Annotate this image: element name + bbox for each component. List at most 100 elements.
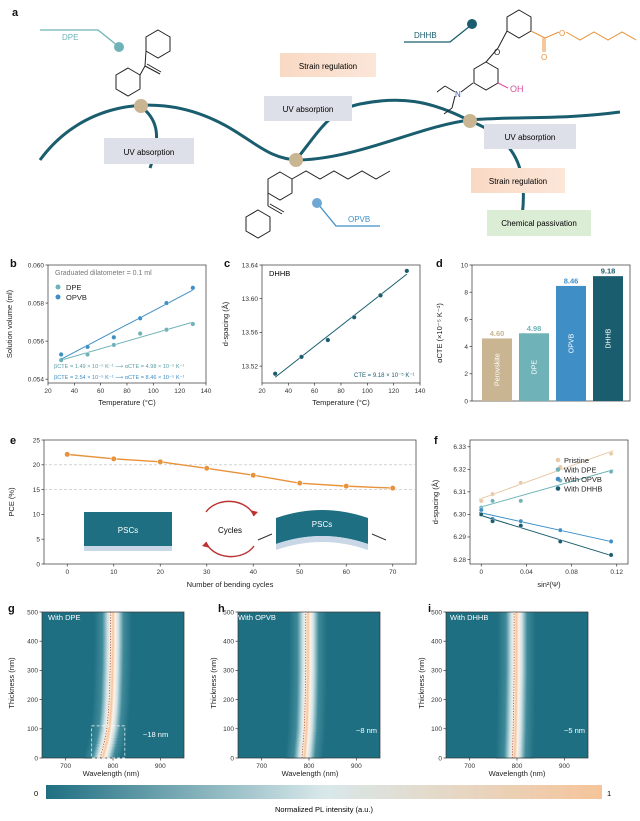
- heatmap-band-row: [288, 714, 326, 718]
- heatmap-band-row: [94, 620, 132, 625]
- x-tick-label: 50: [296, 569, 304, 576]
- panel-f-plot: [478, 450, 614, 558]
- heatmap-band-row: [496, 711, 535, 715]
- x-tick-label: 800: [304, 763, 315, 770]
- y-tick-label: 6.30: [453, 512, 466, 519]
- y-tick-label: 5: [36, 537, 40, 544]
- dpe-name: DPE: [62, 33, 78, 42]
- heatmap-band-row: [288, 702, 327, 706]
- y-tick-label: 500: [431, 609, 442, 616]
- y-tick-label: 100: [223, 726, 234, 733]
- heatmap-band-row: [90, 720, 129, 724]
- panel-g-ylabel: Thickness (nm): [7, 657, 16, 709]
- heatmap-band-row: [497, 638, 536, 642]
- node-opvb: [289, 153, 303, 167]
- heatmap-band-row: [289, 647, 327, 651]
- dhhb-ester: [530, 30, 637, 52]
- heatmap-band-row: [497, 676, 536, 680]
- inset-cycle-arrow-bottom: [205, 541, 255, 558]
- heatmap-band-row: [496, 746, 534, 750]
- heatmap-band-row: [497, 614, 536, 619]
- heatmap-band-row: [91, 717, 130, 721]
- y-tick-label: 10: [33, 512, 41, 519]
- y-tick-label: 400: [431, 639, 442, 646]
- heatmap-band-row: [92, 690, 131, 695]
- heatmap-band-row: [94, 641, 132, 645]
- heatmap-band-row: [94, 612, 132, 616]
- panel-b-note: Graduated dilatometer = 0.1 ml: [55, 270, 152, 277]
- panel-b-xticks: 20 40 60 80 100 120 140: [44, 383, 212, 395]
- heatmap-band-row: [497, 693, 536, 698]
- x-tick-label: 120: [174, 388, 185, 395]
- colorbar: 0 1 Normalized PL intensity (a.u.): [34, 785, 611, 814]
- point: [490, 518, 495, 524]
- box-uv-2-text: UV absorption: [283, 105, 334, 114]
- x-tick-label: 140: [415, 388, 426, 395]
- y-tick-label: 6.33: [453, 444, 466, 451]
- panel-b-yticks: 0.054 0.056 0.058 0.060: [28, 262, 48, 383]
- point-dhhb: [377, 292, 383, 298]
- inset-force-arrow-left: [257, 533, 273, 541]
- point: [608, 469, 614, 474]
- panel-e-frame: [43, 439, 417, 565]
- heatmap-band-row: [289, 655, 327, 660]
- panel-d-yticks: 0 2 4 6 8 10: [461, 262, 472, 405]
- point-opvb: [111, 334, 117, 340]
- x-tick-label: 40: [285, 388, 293, 395]
- panel-a: a DPE OPVB OH N O O O: [12, 7, 637, 239]
- heatmap-band-row: [93, 673, 132, 677]
- point: [557, 527, 563, 533]
- y-tick-label: 200: [223, 697, 234, 704]
- heatmap-band-row: [289, 673, 327, 677]
- heatmap-band-row: [286, 746, 325, 750]
- point-dpe: [190, 321, 196, 327]
- heatmap-band-row: [497, 635, 536, 639]
- inset-cycle-arrow-top: [205, 500, 255, 517]
- x-tick-label: 120: [388, 388, 399, 395]
- x-tick-label: 20: [157, 569, 165, 576]
- panel-e-xlabel: Number of bending cycles: [187, 580, 274, 589]
- point: [608, 539, 614, 544]
- heatmap-band-row: [289, 652, 327, 657]
- heatmap-band-row: [93, 679, 132, 683]
- peak-trace: [511, 612, 515, 759]
- y-tick-label: 6.29: [453, 534, 466, 541]
- point-opvb: [58, 351, 64, 357]
- colorbar-gradient: [46, 785, 602, 799]
- colorbar-min: 0: [34, 789, 38, 798]
- box-uv-1-text: UV absorption: [124, 148, 175, 157]
- panel-g-plot: [41, 611, 185, 759]
- box-passivation: [487, 210, 591, 236]
- peak-trace: [301, 612, 307, 759]
- dhhb-name: DHHB: [414, 31, 437, 40]
- point: [478, 498, 484, 504]
- point-opvb: [84, 344, 90, 350]
- y-tick-label: 0: [438, 755, 442, 762]
- heatmap-band-row: [289, 664, 327, 668]
- heatmap-band-row: [289, 649, 327, 654]
- panel-f-label: f: [434, 435, 438, 447]
- point-dhhb: [272, 371, 278, 377]
- legend-dpe: DPE: [66, 283, 81, 292]
- heatmap-band-row: [497, 673, 536, 677]
- heatmap-band-row: [496, 740, 535, 744]
- heatmap-band-row: [92, 705, 131, 709]
- box-uv-3-text: UV absorption: [505, 133, 556, 142]
- heatmap-band-row: [86, 746, 125, 750]
- heatmap-band-row: [93, 644, 132, 648]
- pce-point: [64, 451, 71, 458]
- y-tick-label: 0: [464, 398, 468, 405]
- heatmap-band-row: [497, 664, 536, 668]
- x-tick-label: 900: [155, 763, 166, 770]
- panel-f-xticks: 0 0.04 0.08 0.12: [479, 564, 623, 576]
- fit-line-dpe: [61, 321, 193, 361]
- legend-label: With DPE: [564, 466, 597, 475]
- x-tick-label: 100: [362, 388, 373, 395]
- panel-c: c DHHB CTE = 9.18 × 10⁻⁵ K⁻¹ 20 40 60 80 100…: [221, 258, 426, 407]
- dhhb-o1: O: [541, 53, 547, 62]
- bar-category-label: OPVB: [569, 333, 576, 353]
- heatmap-band-row: [93, 682, 132, 686]
- x-tick-label: 800: [512, 763, 523, 770]
